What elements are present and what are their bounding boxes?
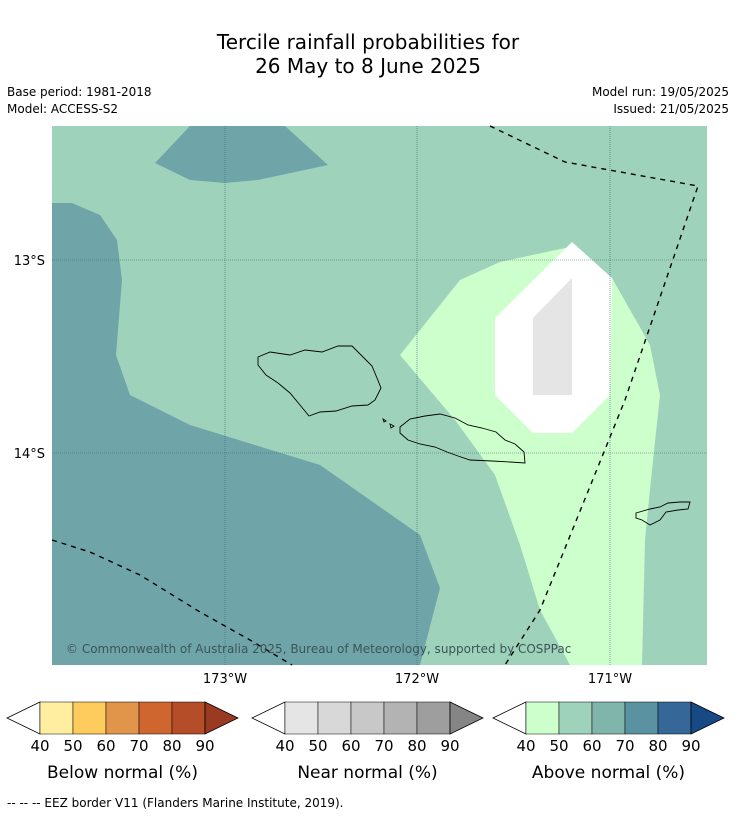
colorbar-above-bin-0 bbox=[525, 701, 560, 735]
colorbar-below-over-arrow bbox=[204, 701, 239, 735]
colorbar-below-tick: 70 bbox=[129, 737, 148, 755]
colorbar-above-bin-1 bbox=[558, 701, 593, 735]
colorbar-near-tick: 70 bbox=[374, 737, 393, 755]
colorbar-near-bin-2 bbox=[350, 701, 385, 735]
zone-near-40 bbox=[533, 278, 572, 395]
island-savaii bbox=[257, 345, 382, 417]
run-info: Model run: 19/05/2025 Issued: 21/05/2025 bbox=[592, 84, 729, 118]
colorbar-near-tick: 90 bbox=[440, 737, 459, 755]
model-info: Base period: 1981-2018 Model: ACCESS-S2 bbox=[7, 84, 152, 118]
issued-date: Issued: 21/05/2025 bbox=[613, 102, 729, 116]
colorbar-near-tick: 80 bbox=[407, 737, 426, 755]
colorbar-above-tick: 80 bbox=[648, 737, 667, 755]
title-line-2: 26 May to 8 June 2025 bbox=[255, 54, 481, 78]
colorbar-above: 40 50 60 70 80 90 Above normal (%) bbox=[492, 701, 725, 783]
model-name: Model: ACCESS-S2 bbox=[7, 102, 119, 116]
model-run-date: Model run: 19/05/2025 bbox=[591, 85, 729, 99]
colorbar-near-under-arrow bbox=[251, 701, 286, 735]
lon-tick-172w: 172°W bbox=[395, 672, 439, 687]
island-manono bbox=[382, 417, 387, 423]
colorbars: 40 50 60 70 80 90 Below normal (%) 40 50 60 70 80 90… bbox=[6, 701, 725, 783]
colorbar-below-bin-2 bbox=[105, 701, 140, 735]
colorbar-above-tick: 40 bbox=[516, 737, 535, 755]
colorbar-below-tick: 80 bbox=[162, 737, 181, 755]
colorbar-above-tick: 70 bbox=[615, 737, 634, 755]
island-apolima bbox=[389, 423, 395, 429]
colorbar-below-bin-3 bbox=[138, 701, 173, 735]
colorbar-near-bin-0 bbox=[284, 701, 319, 735]
colorbar-below: 40 50 60 70 80 90 Below normal (%) bbox=[6, 701, 239, 783]
colorbar-near-bin-1 bbox=[317, 701, 352, 735]
colorbar-near-bin-4 bbox=[416, 701, 451, 735]
lat-tick-14s: 14°S bbox=[14, 447, 45, 462]
colorbar-below-tick: 40 bbox=[30, 737, 49, 755]
colorbar-below-under-arrow bbox=[6, 701, 41, 735]
lat-tick-13s: 13°S bbox=[14, 254, 45, 269]
eez-border bbox=[51, 125, 699, 666]
island-upolu bbox=[399, 413, 526, 464]
colorbar-above-bin-2 bbox=[591, 701, 626, 735]
colorbar-near-tick: 40 bbox=[275, 737, 294, 755]
colorbar-below-bin-0 bbox=[39, 701, 74, 735]
probability-map bbox=[51, 125, 707, 666]
colorbar-below-label: Below normal (%) bbox=[47, 763, 198, 783]
colorbar-near-tick: 60 bbox=[341, 737, 360, 755]
colorbar-below-tick: 60 bbox=[96, 737, 115, 755]
lon-tick-171w: 171°W bbox=[588, 672, 632, 687]
colorbar-below-tick: 90 bbox=[195, 737, 214, 755]
colorbar-below-bin-1 bbox=[72, 701, 107, 735]
colorbar-above-tick: 60 bbox=[582, 737, 601, 755]
title-line-1: Tercile rainfall probabilities for bbox=[216, 30, 520, 54]
colorbar-above-under-arrow bbox=[492, 701, 527, 735]
base-period: Base period: 1981-2018 bbox=[7, 85, 152, 99]
colorbar-above-tick: 90 bbox=[681, 737, 700, 755]
map-title: Tercile rainfall probabilities for 26 Ma… bbox=[0, 30, 736, 78]
colorbar-near-label: Near normal (%) bbox=[297, 763, 437, 783]
colorbar-near-tick: 50 bbox=[308, 737, 327, 755]
island-tutuila bbox=[635, 501, 691, 526]
copyright-notice: © Commonwealth of Australia 2025, Bureau… bbox=[66, 642, 571, 656]
colorbar-above-over-arrow bbox=[690, 701, 725, 735]
colorbar-near-over-arrow bbox=[449, 701, 484, 735]
colorbar-above-tick: 50 bbox=[549, 737, 568, 755]
colorbar-above-bin-3 bbox=[624, 701, 659, 735]
colorbar-above-bin-4 bbox=[657, 701, 692, 735]
colorbar-below-bin-4 bbox=[171, 701, 206, 735]
eez-footnote: -- -- -- EEZ border V11 (Flanders Marine… bbox=[7, 796, 344, 810]
islands bbox=[257, 345, 691, 526]
colorbar-below-tick: 50 bbox=[63, 737, 82, 755]
colorbar-above-label: Above normal (%) bbox=[532, 763, 685, 783]
colorbar-near-bin-3 bbox=[383, 701, 418, 735]
lon-tick-173w: 173°W bbox=[203, 672, 247, 687]
